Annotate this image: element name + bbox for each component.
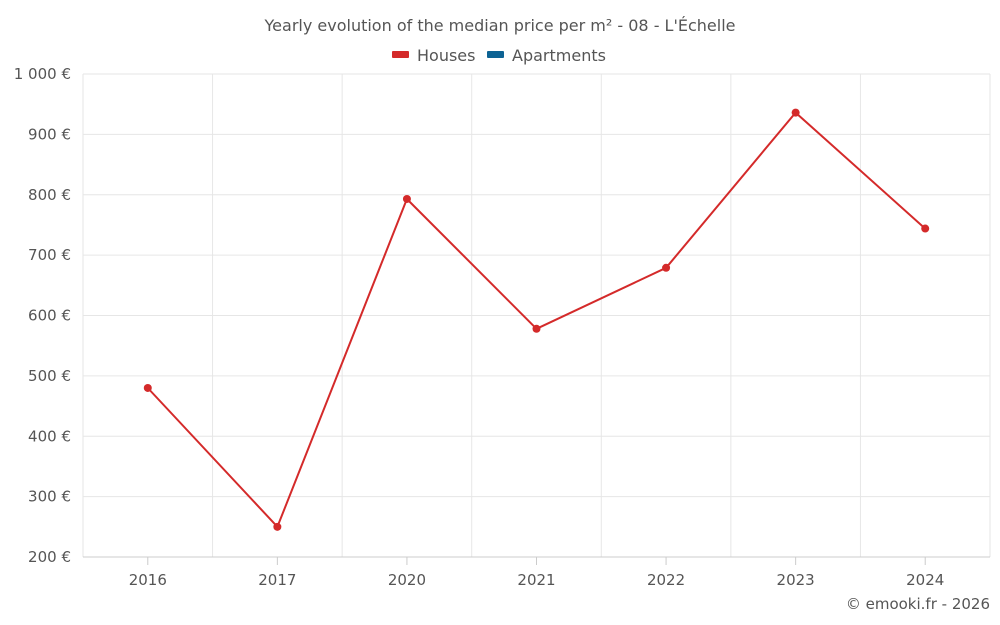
x-tick-label: 2023: [777, 571, 815, 589]
x-tick-label: 2020: [388, 571, 426, 589]
data-point-houses-2024[interactable]: [921, 224, 930, 233]
x-axis: 2016 2017 2020 2021 2022 2023 2024: [83, 556, 990, 589]
y-tick-label: 500 €: [28, 367, 71, 385]
x-tick-label: 2021: [517, 571, 555, 589]
chart-title: Yearly evolution of the median price per…: [264, 16, 736, 35]
legend-swatch-apartments: [487, 51, 504, 58]
y-tick-label: 800 €: [28, 186, 71, 204]
y-tick-label: 1 000 €: [14, 65, 71, 83]
x-tick-label: 2017: [258, 571, 296, 589]
legend-item-houses[interactable]: Houses: [392, 46, 475, 65]
y-tick-label: 700 €: [28, 246, 71, 264]
credit-text: © emooki.fr - 2026: [846, 595, 990, 613]
x-tick-label: 2016: [129, 571, 167, 589]
x-tick-label: 2022: [647, 571, 685, 589]
legend: Houses Apartments: [392, 46, 606, 65]
legend-label-apartments: Apartments: [512, 46, 606, 65]
x-tick-label: 2024: [906, 571, 944, 589]
y-tick-label: 600 €: [28, 307, 71, 325]
series-layer: [143, 108, 930, 531]
data-point-houses-2022[interactable]: [662, 263, 671, 272]
data-point-houses-2021[interactable]: [532, 324, 541, 333]
y-tick-label: 900 €: [28, 125, 71, 143]
data-point-houses-2017[interactable]: [273, 522, 282, 531]
grid: [82, 73, 991, 557]
series-line-houses: [146, 111, 927, 528]
data-point-houses-2023[interactable]: [791, 108, 800, 117]
legend-swatch-houses: [392, 51, 409, 58]
y-axis: 200 € 300 € 400 € 500 € 600 € 700 € 800 € 900 €…: [14, 65, 71, 566]
legend-label-houses: Houses: [417, 46, 475, 65]
y-tick-label: 200 €: [28, 548, 71, 566]
data-point-houses-2016[interactable]: [143, 383, 152, 392]
legend-item-apartments[interactable]: Apartments: [487, 46, 606, 65]
y-tick-label: 300 €: [28, 488, 71, 506]
y-tick-label: 400 €: [28, 427, 71, 445]
data-point-houses-2020[interactable]: [402, 194, 411, 203]
